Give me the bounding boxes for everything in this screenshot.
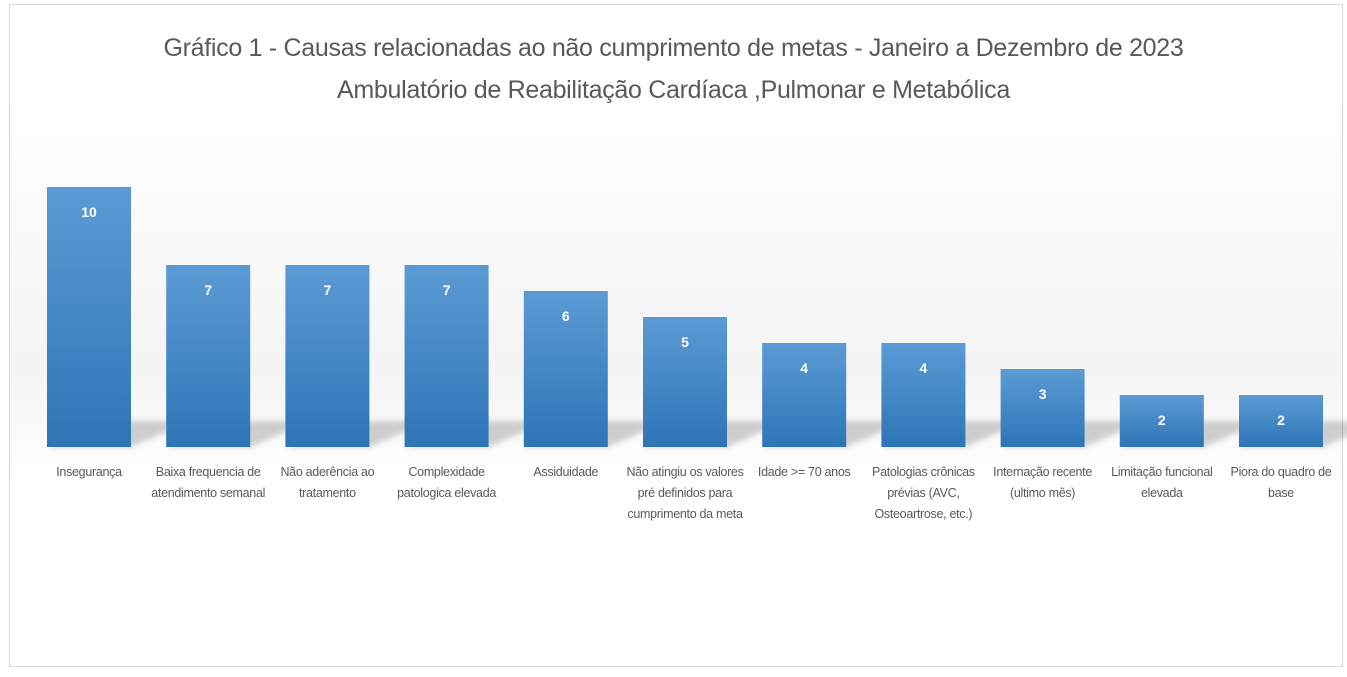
- bar: [47, 187, 131, 447]
- bar: [523, 291, 608, 447]
- data-label: 3: [1039, 386, 1047, 402]
- bar: [762, 343, 847, 447]
- data-label: 2: [1158, 412, 1166, 428]
- data-label: 6: [562, 308, 570, 324]
- bar: [1000, 369, 1085, 447]
- chart-title: Gráfico 1 - Causas relacionadas ao não c…: [163, 34, 1184, 62]
- category-label: Insegurança: [56, 465, 122, 479]
- bar: [404, 265, 489, 447]
- data-label: 4: [920, 360, 928, 376]
- category-label: Baixa frequencia de atendimento semanal: [151, 465, 266, 500]
- category-label: Não atingiu os valores pré definidos par…: [626, 465, 744, 521]
- category-label: Assiduidade: [533, 465, 599, 479]
- data-label: 10: [81, 204, 97, 220]
- category-label: Piora do quadro de base: [1230, 465, 1332, 500]
- category-label: Não aderência ao tratamento: [280, 465, 375, 500]
- category-label: Patologias crônicas prévias (AVC, Osteoa…: [872, 465, 975, 521]
- bar: [166, 265, 251, 447]
- bar: [285, 265, 370, 447]
- data-label: 5: [681, 334, 689, 350]
- data-label: 7: [204, 282, 212, 298]
- category-label: Complexidade patologica elevada: [397, 465, 497, 500]
- data-label: 4: [800, 360, 808, 376]
- bar: [881, 343, 966, 447]
- chart-subtitle: Ambulatório de Reabilitação Cardíaca ,Pu…: [337, 76, 1010, 104]
- bar: [1239, 395, 1323, 447]
- category-label: Idade >= 70 anos: [757, 465, 851, 479]
- category-label: Limitação funcional elevada: [1111, 465, 1213, 500]
- category-label: Internação recente (ultimo mês): [993, 465, 1093, 500]
- data-label: 7: [443, 282, 451, 298]
- data-label: 2: [1277, 412, 1285, 428]
- bar: [643, 317, 727, 447]
- bar: [1119, 395, 1204, 447]
- data-label: 7: [324, 282, 332, 298]
